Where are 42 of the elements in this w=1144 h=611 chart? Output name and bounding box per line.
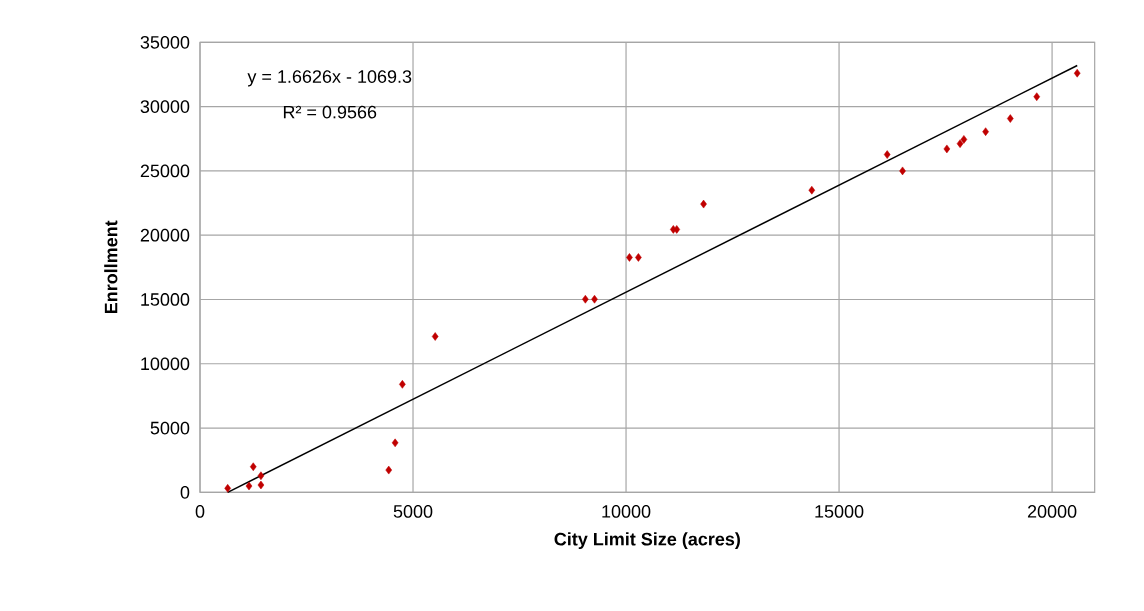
point <box>982 127 989 136</box>
point <box>1007 114 1014 123</box>
point <box>257 480 265 490</box>
point <box>960 135 968 144</box>
y-tick-label: 25000 <box>140 164 190 178</box>
y-tick-label: 0 <box>180 485 190 499</box>
point <box>391 438 399 448</box>
y-tick-label: 35000 <box>140 35 190 49</box>
point <box>956 139 964 148</box>
x-tick-label: 15000 <box>815 505 864 518</box>
point <box>1073 68 1081 78</box>
annotation: R² = 0.9566 <box>283 105 377 119</box>
annotation: y = 1.6626x - 1069.3 <box>247 70 412 87</box>
point <box>245 481 253 491</box>
point <box>591 294 598 304</box>
x-axis-title: City Limit Size (acres) <box>554 532 740 550</box>
point <box>700 199 707 209</box>
y-tick-label: 5000 <box>150 421 190 435</box>
point <box>257 471 265 481</box>
y-tick-label: 30000 <box>140 100 190 113</box>
y-tick-label: 10000 <box>141 357 190 371</box>
point <box>899 166 906 176</box>
x-tick-label: 5000 <box>393 505 433 518</box>
y-tick-label: 15000 <box>141 293 190 306</box>
point <box>673 225 681 234</box>
point <box>808 185 816 195</box>
point <box>431 332 439 341</box>
point <box>635 253 642 262</box>
point <box>626 253 633 262</box>
point <box>943 144 951 154</box>
x-tick-label: 0 <box>195 505 205 518</box>
point <box>249 462 257 472</box>
point <box>883 150 891 159</box>
point <box>399 380 406 389</box>
point <box>1033 92 1041 101</box>
point <box>385 465 393 475</box>
point <box>224 484 231 493</box>
y-tick-label: 20000 <box>140 228 190 242</box>
x-tick-label: 20000 <box>1027 505 1077 518</box>
x-tick-label: 10000 <box>602 505 651 518</box>
point <box>582 294 589 304</box>
y-axis-title: Enrollment <box>104 220 118 314</box>
